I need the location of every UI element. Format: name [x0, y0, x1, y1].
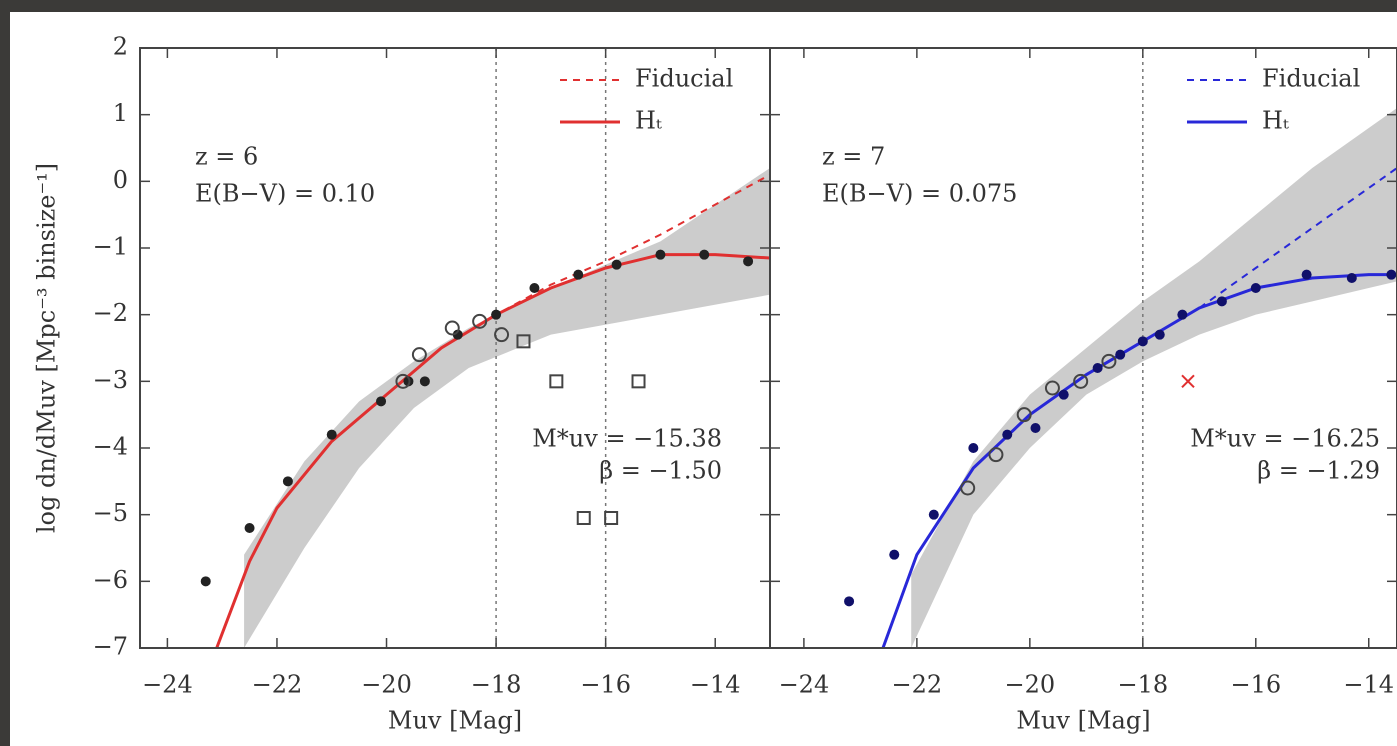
- data-point: [1181, 374, 1195, 389]
- y-tick-label: −4: [93, 433, 128, 461]
- legend-label: Hₜ: [1262, 107, 1289, 135]
- legend-label: Fiducial: [635, 65, 733, 93]
- fit-line: [215, 173, 770, 648]
- data-point: [494, 327, 510, 343]
- data-point: [1250, 283, 1261, 293]
- annotation: z = 7: [822, 143, 885, 171]
- y-tick-label: −6: [93, 566, 128, 594]
- data-point: [960, 480, 976, 496]
- annotation: M*uv = −15.38: [532, 425, 722, 453]
- data-point: [655, 249, 666, 260]
- data-point: [444, 320, 460, 336]
- x-tick-label: −16: [580, 671, 631, 699]
- x-tick-label: −20: [1005, 671, 1056, 699]
- data-point: [1101, 353, 1117, 369]
- y-axis-label: log dn/dMuv [Mpc⁻³ binsize⁻¹]: [33, 163, 61, 533]
- data-point: [452, 329, 463, 340]
- data-point: [1002, 429, 1013, 440]
- data-point: [1058, 389, 1069, 400]
- data-point: [1115, 349, 1126, 360]
- x-tick-label: −22: [892, 671, 943, 699]
- data-point: [1216, 296, 1227, 307]
- y-tick-label: 2: [113, 33, 128, 61]
- data-point: [244, 523, 255, 533]
- data-point: [1154, 329, 1165, 340]
- data-point: [516, 334, 531, 349]
- annotation: E(B−V) = 0.10: [195, 180, 375, 208]
- data-point: [631, 374, 646, 389]
- data-point: [529, 283, 540, 293]
- y-tick-label: −3: [93, 366, 128, 394]
- data-point: [1092, 363, 1103, 373]
- annotation: E(B−V) = 0.075: [822, 180, 1017, 208]
- data-point: [1030, 423, 1041, 433]
- uncertainty-band: [911, 108, 1397, 648]
- annotation: β = −1.29: [1257, 457, 1380, 485]
- fit-line: [882, 167, 1397, 648]
- uncertainty-band: [244, 168, 770, 648]
- legend-label: Fiducial: [1262, 65, 1360, 93]
- legend-label: Hₜ: [635, 107, 662, 135]
- data-point: [988, 447, 1004, 463]
- data-point: [1386, 269, 1397, 280]
- axes-frame: [769, 47, 1397, 649]
- data-point: [699, 249, 710, 260]
- data-point: [576, 511, 591, 525]
- x-tick-label: −14: [1343, 671, 1394, 699]
- y-tick-label: −2: [93, 299, 128, 327]
- data-point: [1137, 336, 1148, 347]
- annotation: z = 6: [195, 143, 258, 171]
- data-point: [1301, 269, 1312, 280]
- data-point: [1346, 273, 1357, 283]
- data-point: [472, 313, 488, 329]
- x-axis-label: Muv [Mag]: [1016, 707, 1150, 735]
- x-tick-label: −20: [361, 671, 412, 699]
- x-tick-label: −22: [252, 671, 303, 699]
- data-point: [1016, 407, 1032, 423]
- x-tick-label: −18: [1117, 671, 1168, 699]
- y-tick-label: 1: [113, 99, 128, 127]
- x-tick-label: −24: [142, 671, 193, 699]
- data-point: [1073, 373, 1089, 389]
- x-tick-label: −18: [471, 671, 522, 699]
- x-tick-label: −24: [779, 671, 830, 699]
- y-tick-label: 0: [113, 166, 128, 194]
- data-point: [419, 376, 430, 387]
- data-point: [604, 511, 619, 525]
- data-point: [611, 259, 622, 270]
- plot-area: [200, 48, 770, 648]
- data-point: [968, 443, 979, 453]
- x-axis-label: Muv [Mag]: [388, 707, 522, 735]
- annotation: M*uv = −16.25: [1190, 425, 1380, 453]
- data-point: [928, 509, 939, 520]
- data-point: [200, 576, 211, 587]
- data-point: [411, 347, 427, 363]
- x-tick-label: −14: [690, 671, 741, 699]
- y-tick-label: −7: [93, 633, 128, 661]
- data-point: [282, 476, 293, 487]
- data-point: [403, 376, 414, 387]
- plot-area: [844, 48, 1397, 648]
- fit-line: [215, 253, 770, 648]
- data-point: [844, 596, 855, 607]
- y-tick-label: −5: [93, 499, 128, 527]
- data-point: [376, 396, 387, 407]
- figure-background: [10, 12, 1397, 746]
- data-point: [889, 549, 900, 560]
- y-tick-label: −1: [93, 233, 128, 261]
- data-point: [1044, 380, 1060, 396]
- data-point: [491, 309, 502, 320]
- x-tick-label: −16: [1230, 671, 1281, 699]
- annotation: β = −1.50: [599, 457, 722, 485]
- data-point: [573, 269, 584, 280]
- data-point: [1177, 309, 1188, 320]
- data-point: [743, 256, 754, 267]
- data-point: [326, 429, 337, 440]
- data-point: [549, 374, 564, 389]
- data-point: [395, 373, 411, 389]
